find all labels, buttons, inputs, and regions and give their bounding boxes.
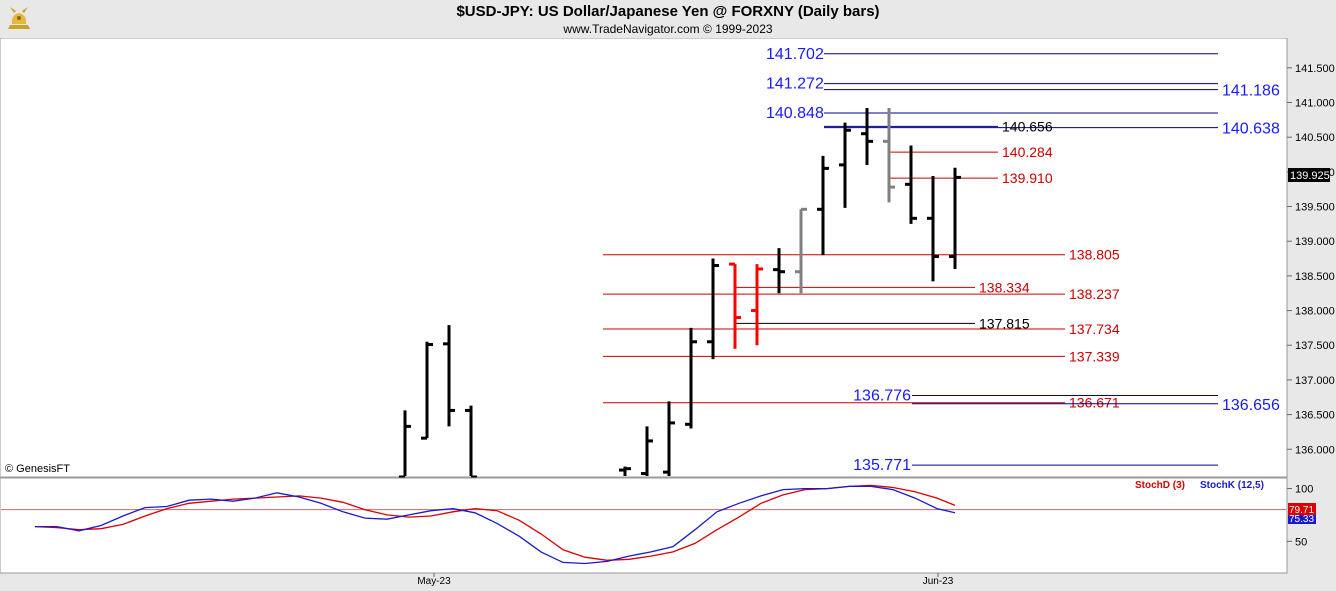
ohlc-bar (773, 248, 785, 294)
ohlc-bar (751, 264, 763, 346)
ohlc-bar (861, 108, 873, 165)
last-price-label: 139.925 (1290, 170, 1330, 182)
ohlc-bar (465, 405, 477, 479)
ohlc-bar (883, 108, 895, 203)
stoch-d-last-box (1288, 503, 1316, 515)
price-level-label: 137.815 (979, 315, 1030, 331)
ohlc-bar (795, 207, 807, 294)
price-level-label: 137.734 (1069, 321, 1120, 337)
price-level-label: 140.284 (1002, 144, 1053, 160)
ohlc-bars (399, 108, 961, 479)
x-tick-label: Jun-23 (923, 576, 954, 587)
ohlc-bar (641, 426, 653, 476)
price-tick-label: 136.000 (1295, 444, 1335, 456)
price-level-label: 138.237 (1069, 286, 1120, 302)
chart-subtitle: www.TradeNavigator.com © 1999-2023 (563, 22, 773, 36)
ohlc-bar (707, 258, 719, 360)
price-level-label: 138.805 (1069, 247, 1120, 263)
ohlc-bar (399, 410, 411, 479)
price-level-label: 137.339 (1069, 348, 1120, 364)
price-level-label: 141.272 (766, 76, 824, 93)
watermark: © GenesisFT (5, 463, 70, 475)
price-tick-label: 139.500 (1295, 202, 1335, 214)
ohlc-bar (905, 145, 917, 224)
stoch-k-line (35, 485, 956, 565)
price-levels: 141.702 141.272 141.186 140.848 140.638 140.6… (603, 46, 1280, 474)
stoch-k-last-box (1288, 513, 1316, 524)
price-level-label: 141.702 (766, 46, 824, 63)
price-level-label: 141.186 (1222, 83, 1280, 100)
ohlc-bar (443, 325, 455, 427)
price-tick-label: 139.000 (1295, 236, 1335, 248)
price-tick-label: 137.000 (1295, 375, 1335, 387)
stoch-tick-label: 100 (1295, 484, 1313, 496)
legend-stochk: StochK (12,5) (1200, 480, 1264, 491)
stochastic-series (34, 484, 956, 565)
ohlc-bar (729, 262, 741, 349)
stochastic-panel: 100 50 StochD (3) StochK (12,5) 75.33 79.… (0, 477, 1316, 587)
gold-bull-logo-icon (8, 7, 30, 29)
price-tick-label: 141.000 (1295, 97, 1335, 109)
ohlc-bar (421, 341, 433, 440)
last-price-box (1288, 168, 1330, 182)
price-level-label: 138.334 (979, 279, 1030, 295)
chart-header: $USD-JPY: US Dollar/Japanese Yen @ FORXN… (0, 0, 1336, 38)
ohlc-bar (663, 401, 675, 476)
stoch-k-last-label: 75.33 (1289, 514, 1314, 525)
price-level-label: 136.656 (1222, 397, 1280, 414)
stoch-tick-label: 50 (1295, 536, 1307, 548)
ohlc-bar (619, 466, 631, 476)
ohlc-bar (949, 167, 961, 269)
price-tick-label: 137.500 (1295, 340, 1335, 352)
ohlc-bar (817, 155, 829, 256)
ohlc-bar (927, 176, 939, 282)
price-level-label: 135.771 (853, 457, 911, 474)
stochastic-y-axis: 100 50 (1287, 484, 1313, 548)
price-panel: 136.000 136.500 137.000 137.500 138.000 138.5… (0, 37, 1335, 479)
price-y-axis: 136.000 136.500 137.000 137.500 138.000 138.5… (1287, 63, 1335, 456)
price-level-label: 140.848 (766, 105, 824, 122)
ohlc-bar (685, 327, 697, 429)
price-tick-label: 138.500 (1295, 271, 1335, 283)
price-level-label: 140.656 (1002, 118, 1053, 134)
price-level-label: 136.776 (853, 387, 911, 404)
legend-stochd: StochD (3) (1135, 480, 1185, 491)
price-tick-label: 136.500 (1295, 410, 1335, 422)
price-tick-label: 138.000 (1295, 306, 1335, 318)
stoch-d-last-label: 79.71 (1289, 505, 1314, 516)
price-level-label: 139.910 (1002, 170, 1053, 186)
price-tick-label: 140.500 (1295, 132, 1335, 144)
price-tick-label: 141.500 (1295, 63, 1335, 75)
ohlc-bar (839, 122, 851, 208)
price-level-label: 136.671 (1069, 395, 1120, 411)
stoch-last-markers: 75.33 79.71 (1288, 503, 1316, 525)
x-axis: May-23 Jun-23 (417, 573, 954, 587)
last-price-marker: 139.925 (1288, 168, 1330, 182)
chart-title: $USD-JPY: US Dollar/Japanese Yen @ FORXN… (456, 3, 880, 20)
stoch-d-line (34, 484, 956, 561)
stochastic-plot-area (0, 477, 1288, 574)
x-tick-label: May-23 (417, 576, 451, 587)
price-level-label: 140.638 (1222, 121, 1280, 138)
